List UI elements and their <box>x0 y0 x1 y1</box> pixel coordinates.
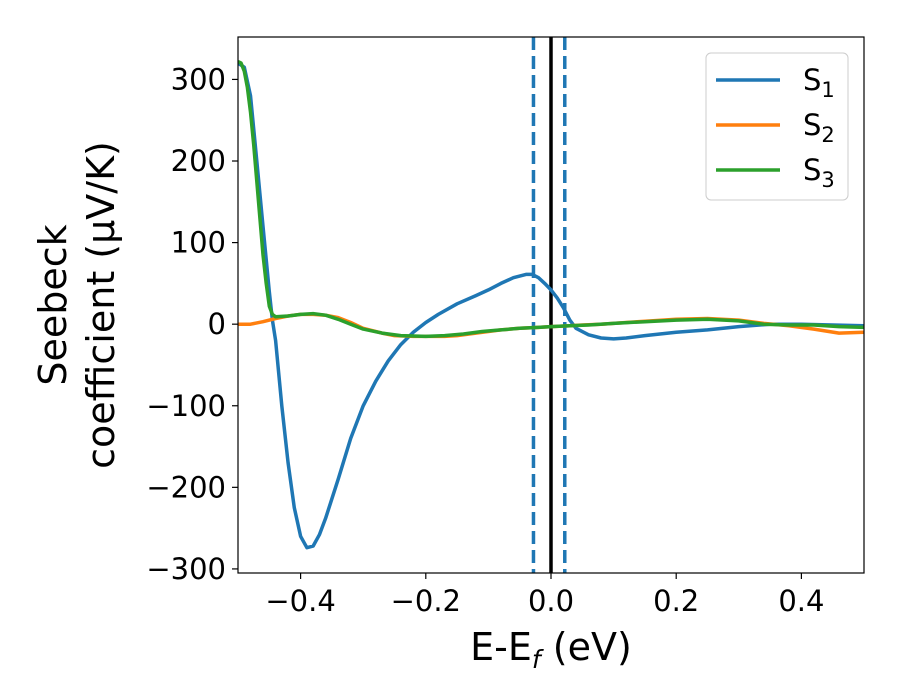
x-axis-label-main: E-E <box>470 625 532 669</box>
y-tick-label: 100 <box>171 226 226 260</box>
vertical-reference-lines <box>531 37 567 573</box>
legend-label-S2: S2 <box>803 108 835 147</box>
series-lines <box>238 59 864 550</box>
x-axis-label-unit: (eV) <box>541 625 632 669</box>
y-tick-label: −200 <box>146 470 226 504</box>
legend: S1 S2 S3 <box>705 52 849 201</box>
legend-label-S3: S3 <box>803 153 835 192</box>
series-line-S1 <box>238 61 864 550</box>
y-axis-label-line2: coefficient (μV/K) <box>79 141 123 469</box>
x-axis-ticks: −0.4 −0.2 0.0 0.2 0.4 <box>265 573 824 618</box>
x-tick-label: 0.0 <box>528 584 574 618</box>
series-line-S3 <box>238 59 864 339</box>
plot-area <box>238 37 864 573</box>
x-tick-label: −0.2 <box>391 584 461 618</box>
x-axis-label: E-Ef (eV) <box>470 625 632 674</box>
x-tick-label: 0.4 <box>778 584 824 618</box>
y-axis-label-line1: Seebeck <box>31 224 75 385</box>
y-tick-label: 200 <box>171 144 226 178</box>
y-axis-label: Seebeck coefficient (μV/K) <box>31 141 123 469</box>
y-axis-ticks: −300 −200 −100 0 100 200 300 <box>146 62 238 586</box>
y-tick-label: −100 <box>146 389 226 423</box>
x-tick-label: 0.2 <box>653 584 699 618</box>
y-tick-label: −300 <box>146 552 226 586</box>
y-tick-label: 0 <box>208 307 226 341</box>
x-tick-label: −0.4 <box>265 584 335 618</box>
legend-label-S1: S1 <box>803 63 835 102</box>
y-tick-label: 300 <box>171 62 226 96</box>
